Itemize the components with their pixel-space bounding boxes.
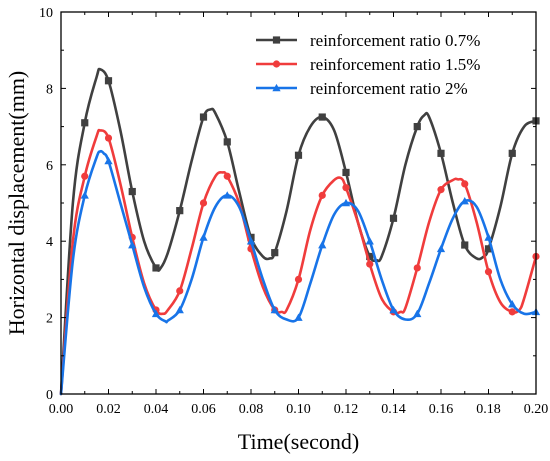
x-tick-label: 0.06	[191, 402, 216, 417]
y-tick-label: 0	[46, 388, 53, 403]
legend-label: reinforcement ratio 2%	[310, 79, 468, 98]
series-1-marker	[294, 151, 303, 159]
series-1-marker	[342, 168, 350, 177]
legend-label: reinforcement ratio 0.7%	[310, 31, 480, 50]
series-2-marker	[413, 264, 421, 272]
series-3-marker	[484, 233, 493, 241]
series-2	[59, 128, 540, 396]
x-tick-label: 0.02	[96, 402, 121, 417]
series-2-marker	[294, 275, 303, 283]
series-3-marker	[294, 313, 303, 321]
series-1-marker	[318, 113, 326, 121]
y-tick-label: 2	[46, 312, 53, 327]
series-2-marker	[199, 199, 208, 207]
series-2-line	[59, 128, 538, 396]
x-tick-label: 0.04	[144, 402, 169, 417]
series-1-marker	[413, 123, 421, 131]
series-3-marker	[223, 191, 232, 199]
series-2-marker	[223, 172, 231, 180]
series-1-marker	[271, 249, 279, 257]
y-tick-label: 4	[46, 235, 53, 250]
series-3-marker	[341, 198, 351, 207]
series-1-marker	[152, 264, 160, 272]
legend-marker	[272, 83, 281, 92]
x-tick-label: 0.14	[381, 402, 406, 417]
series-1-marker	[223, 138, 231, 146]
series-3-marker	[365, 237, 374, 245]
series-1-marker	[104, 77, 113, 85]
series-1-marker	[389, 214, 398, 222]
series-1-marker	[366, 252, 374, 261]
legend-label: reinforcement ratio 1.5%	[310, 55, 480, 74]
series-2-marker	[437, 186, 445, 194]
series-1-marker	[128, 187, 136, 196]
series-3-marker	[270, 305, 279, 314]
legend: reinforcement ratio 0.7% reinforcement ra…	[256, 31, 480, 98]
series-2-marker	[484, 268, 493, 276]
series-3-marker	[80, 191, 89, 199]
series-3-marker	[128, 240, 137, 249]
series-1	[59, 67, 540, 396]
series-2-marker	[366, 260, 374, 268]
y-axis-title: Horizontal displacement(mm)	[4, 71, 29, 336]
y-tick-label: 10	[39, 6, 53, 21]
series-1-marker	[199, 113, 208, 121]
series-1-line	[59, 67, 538, 396]
x-tick-label: 0.18	[476, 402, 501, 417]
series-3-marker	[318, 240, 327, 249]
series-2-marker	[461, 180, 469, 188]
x-tick-label: 0.08	[239, 402, 264, 417]
legend-item-2: reinforcement ratio 1.5%	[256, 55, 480, 74]
series-1-marker	[81, 119, 89, 127]
y-tick-label: 6	[46, 159, 53, 174]
x-axis-title: Time(second)	[238, 429, 359, 454]
series-1-marker	[484, 245, 493, 253]
y-tick-label: 8	[46, 82, 53, 97]
series-2-marker	[318, 191, 326, 199]
x-tick-label: 0.10	[286, 402, 311, 417]
series-1-marker	[508, 149, 516, 157]
series-2-marker	[104, 134, 113, 142]
legend-marker	[272, 36, 281, 44]
series-3-marker	[389, 305, 398, 314]
legend-item-3: reinforcement ratio 2%	[256, 79, 468, 98]
series-3-marker	[199, 233, 208, 241]
series-layer	[59, 67, 541, 396]
series-3-marker	[104, 156, 113, 165]
legend-item-1: reinforcement ratio 0.7%	[256, 31, 480, 50]
series-3-marker	[413, 309, 422, 318]
series-3-marker	[151, 309, 161, 318]
series-3-marker	[175, 305, 184, 314]
series-3-marker	[460, 196, 469, 205]
series-1-marker	[176, 207, 184, 215]
series-1-marker	[437, 149, 445, 157]
series-2-marker	[81, 172, 89, 180]
series-3	[59, 149, 541, 396]
series-2-marker	[342, 184, 350, 192]
x-tick-label: 0.12	[334, 402, 359, 417]
axes-layer: 0.00 0.02 0.04 0.06 0.08 0.10 0.12 0.14 0.16 0.18…	[39, 6, 548, 417]
legend-marker	[272, 60, 281, 68]
series-2-marker	[176, 287, 184, 295]
x-tick-label: 0.00	[49, 402, 74, 417]
series-3-marker	[508, 300, 517, 308]
x-tick-label: 0.20	[524, 402, 549, 417]
series-3-marker	[246, 237, 256, 245]
x-tick-label: 0.16	[429, 402, 454, 417]
series-1-marker	[461, 241, 469, 249]
series-2-marker	[508, 308, 516, 316]
series-3-marker	[436, 244, 446, 253]
